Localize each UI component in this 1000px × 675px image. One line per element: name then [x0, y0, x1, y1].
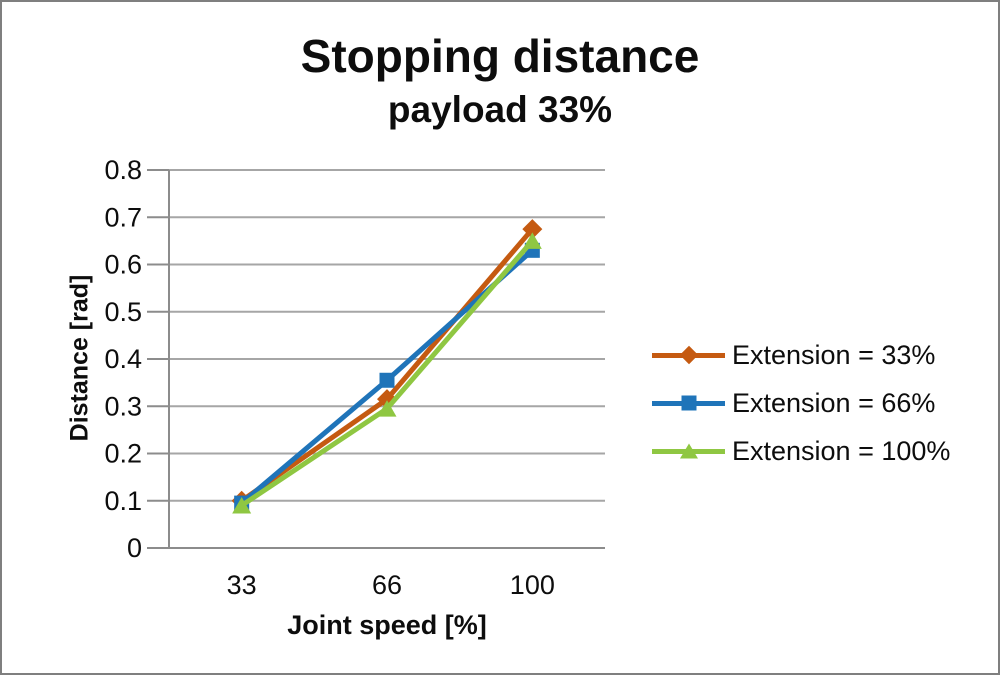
- x-tick-label: 66: [372, 570, 402, 600]
- chart-title: Stopping distance: [300, 30, 700, 82]
- legend-label: Extension = 100%: [732, 435, 951, 466]
- y-tick-label: 0.4: [104, 344, 142, 374]
- legend-item-extension-66: Extension = 66%: [652, 386, 950, 420]
- y-tick-label: 0: [127, 533, 142, 563]
- y-tick-label: 0.7: [104, 202, 142, 232]
- legend-item-extension-100: Extension = 100%: [652, 434, 950, 468]
- legend-label: Extension = 33%: [732, 339, 936, 370]
- legend-item-extension-33: Extension = 33%: [652, 338, 950, 372]
- y-tick-label: 0.2: [104, 439, 142, 469]
- x-tick-label: 33: [227, 570, 257, 600]
- legend-sample-line-diamond-icon: [652, 338, 725, 372]
- legend-sample-line-square-icon: [652, 386, 725, 420]
- y-axis-title: Distance [rad]: [65, 274, 94, 442]
- series-marker-square: [379, 372, 395, 388]
- y-tick-label: 0.3: [104, 391, 142, 421]
- chart-subtitle: payload 33%: [387, 89, 613, 130]
- series-marker-triangle: [377, 400, 397, 417]
- legend-label: Extension = 66%: [732, 387, 936, 418]
- series-marker-triangle: [522, 232, 542, 249]
- legend: Extension = 33% Extension = 66% Extensio…: [652, 338, 950, 482]
- y-tick-label: 0.8: [104, 155, 142, 185]
- y-tick-label: 0.5: [104, 297, 142, 327]
- series-marker-diamond: [522, 219, 543, 240]
- x-tick-label: 100: [510, 570, 555, 600]
- series-line-0: [239, 226, 535, 504]
- y-tick-label: 0.1: [104, 486, 142, 516]
- series-marker-triangle: [232, 496, 252, 514]
- legend-sample-line-triangle-icon: [652, 434, 725, 468]
- x-axis-title: Joint speed [%]: [287, 610, 487, 640]
- y-tick-label: 0.6: [104, 250, 142, 280]
